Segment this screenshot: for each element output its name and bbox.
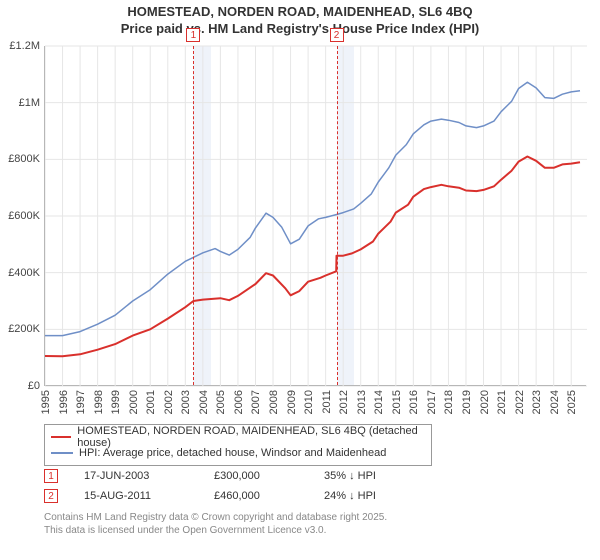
x-tick-label: 1999 [110, 390, 122, 414]
x-tick-label: 2005 [215, 390, 227, 414]
x-tick-label: 2009 [286, 390, 298, 414]
title-line-2: Price paid vs. HM Land Registry's House … [0, 21, 600, 38]
legend-row: HPI: Average price, detached house, Wind… [51, 445, 425, 461]
x-tick-label: 2012 [338, 390, 350, 414]
legend-swatch-1 [51, 452, 73, 454]
chart-area: 12 £0£200K£400K£600K£800K£1M£1.2M1995199… [44, 46, 586, 416]
sale-marker-2: 2 [44, 489, 58, 503]
attribution: Contains HM Land Registry data © Crown c… [44, 512, 387, 537]
chart-marker-1: 1 [186, 28, 200, 42]
y-tick-label: £1.2M [0, 40, 40, 52]
x-tick-label: 2025 [566, 390, 578, 414]
x-tick-label: 2004 [198, 390, 210, 414]
x-tick-label: 2007 [250, 390, 262, 414]
x-tick-label: 2002 [163, 390, 175, 414]
x-tick-label: 2017 [426, 390, 438, 414]
x-tick-label: 2015 [391, 390, 403, 414]
x-tick-label: 2014 [373, 390, 385, 414]
sales-table: 1 17-JUN-2003 £300,000 35% ↓ HPI 2 15-AU… [44, 466, 434, 506]
x-tick-label: 2010 [303, 390, 315, 414]
x-tick-label: 2019 [461, 390, 473, 414]
sale-delta-1: 35% ↓ HPI [324, 470, 434, 482]
x-tick-label: 2000 [128, 390, 140, 414]
legend-swatch-0 [51, 436, 71, 438]
y-tick-label: £600K [0, 210, 40, 222]
legend-label-0: HOMESTEAD, NORDEN ROAD, MAIDENHEAD, SL6 … [77, 425, 425, 449]
sale-delta-2: 24% ↓ HPI [324, 490, 434, 502]
x-tick-label: 2024 [549, 390, 561, 414]
chart-marker-2: 2 [330, 28, 344, 42]
plot-region: 12 [44, 46, 586, 386]
y-tick-label: £800K [0, 153, 40, 165]
x-tick-label: 2021 [496, 390, 508, 414]
plot-svg [45, 46, 587, 386]
series-hpi [45, 82, 580, 335]
attribution-line-1: Contains HM Land Registry data © Crown c… [44, 512, 387, 525]
x-tick-label: 2013 [356, 390, 368, 414]
y-tick-label: £400K [0, 267, 40, 279]
x-tick-label: 2018 [443, 390, 455, 414]
x-tick-label: 2011 [321, 390, 333, 414]
x-tick-label: 2022 [514, 390, 526, 414]
event-vline [193, 46, 194, 385]
x-tick-label: 2023 [531, 390, 543, 414]
sale-price-1: £300,000 [214, 470, 324, 482]
sale-marker-1: 1 [44, 469, 58, 483]
x-tick-label: 2016 [408, 390, 420, 414]
x-tick-label: 1995 [40, 390, 52, 414]
y-tick-label: £1M [0, 97, 40, 109]
legend-row: HOMESTEAD, NORDEN ROAD, MAIDENHEAD, SL6 … [51, 429, 425, 445]
y-tick-label: £0 [0, 380, 40, 392]
x-tick-label: 2001 [145, 390, 157, 414]
y-tick-label: £200K [0, 323, 40, 335]
sale-date-2: 15-AUG-2011 [84, 490, 214, 502]
x-tick-label: 2020 [479, 390, 491, 414]
title-block: HOMESTEAD, NORDEN ROAD, MAIDENHEAD, SL6 … [0, 0, 600, 38]
legend-label-1: HPI: Average price, detached house, Wind… [79, 447, 386, 459]
attribution-line-2: This data is licensed under the Open Gov… [44, 525, 387, 538]
x-tick-label: 2006 [233, 390, 245, 414]
x-tick-label: 1996 [58, 390, 70, 414]
title-line-1: HOMESTEAD, NORDEN ROAD, MAIDENHEAD, SL6 … [0, 4, 600, 21]
sale-price-2: £460,000 [214, 490, 324, 502]
legend: HOMESTEAD, NORDEN ROAD, MAIDENHEAD, SL6 … [44, 424, 432, 466]
chart-container: HOMESTEAD, NORDEN ROAD, MAIDENHEAD, SL6 … [0, 0, 600, 560]
event-vline [337, 46, 338, 385]
x-tick-label: 2003 [180, 390, 192, 414]
x-tick-label: 1998 [93, 390, 105, 414]
x-tick-label: 1997 [75, 390, 87, 414]
x-tick-label: 2008 [268, 390, 280, 414]
sale-row-1: 1 17-JUN-2003 £300,000 35% ↓ HPI [44, 466, 434, 486]
series-price_paid [45, 157, 580, 357]
sale-row-2: 2 15-AUG-2011 £460,000 24% ↓ HPI [44, 486, 434, 506]
sale-date-1: 17-JUN-2003 [84, 470, 214, 482]
